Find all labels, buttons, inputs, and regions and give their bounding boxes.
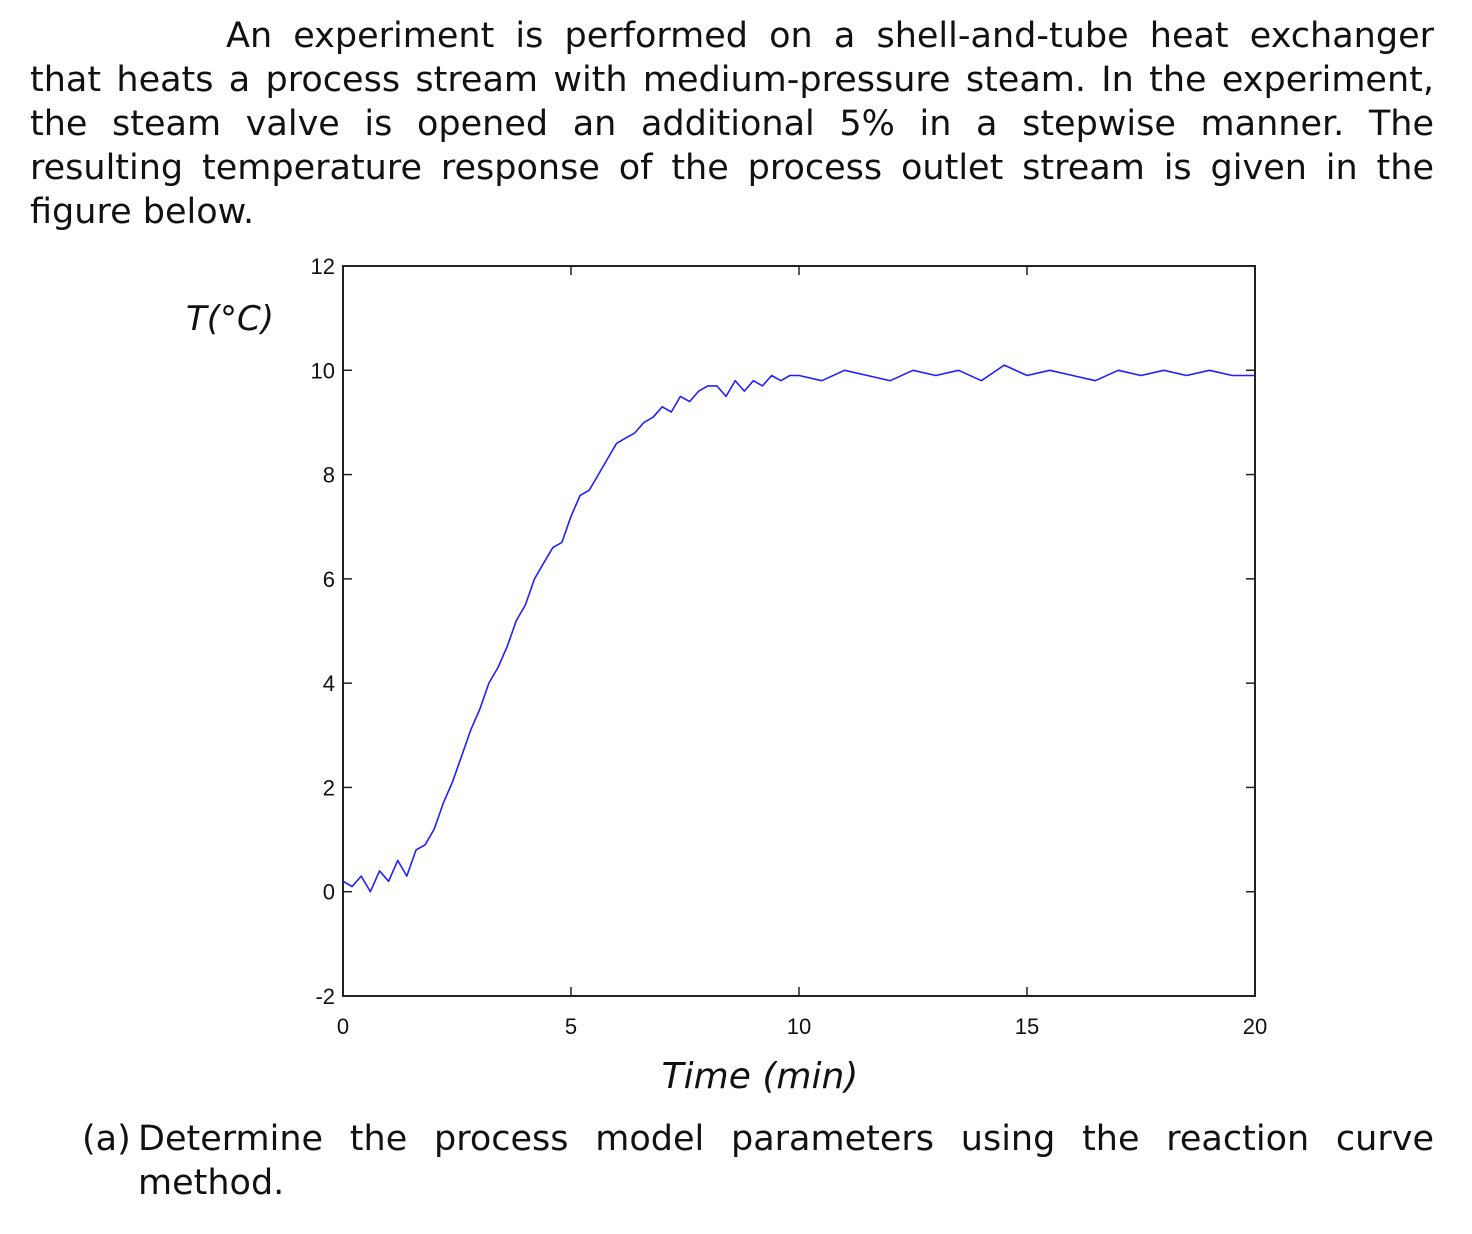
question-text-line1: Determine the process model parameters u… (138, 1119, 1434, 1159)
y-tick-label: 6 (323, 567, 335, 592)
y-tick-label: -2 (315, 984, 335, 1009)
y-tick-label: 4 (323, 671, 335, 696)
question-number: (a) (82, 1119, 131, 1159)
y-tick-label: 0 (323, 880, 335, 905)
y-axis-label: T(°C) (186, 299, 274, 339)
y-tick-label: 8 (323, 463, 335, 488)
x-axis-ticks: 0 5 10 15 20 (337, 266, 1267, 1039)
x-tick-label: 15 (1015, 1014, 1039, 1039)
temperature-series-line (342, 364, 1255, 893)
y-tick-label: 12 (311, 254, 335, 279)
x-tick-label: 10 (787, 1014, 811, 1039)
problem-statement: An experiment is performed on a shell-an… (30, 16, 1434, 232)
x-tick-label: 0 (337, 1014, 349, 1039)
x-tick-label: 5 (565, 1014, 577, 1039)
x-tick-label: 20 (1243, 1014, 1267, 1039)
y-tick-label: 2 (323, 775, 335, 800)
x-axis-label: Time (min) (662, 1056, 859, 1097)
question-text-line2: method. (138, 1163, 285, 1203)
question-a: (a) Determine the process model paramete… (82, 1117, 1434, 1205)
y-tick-label: 10 (311, 358, 335, 383)
y-axis-ticks: -2 0 2 4 6 8 10 12 (311, 254, 1255, 1009)
